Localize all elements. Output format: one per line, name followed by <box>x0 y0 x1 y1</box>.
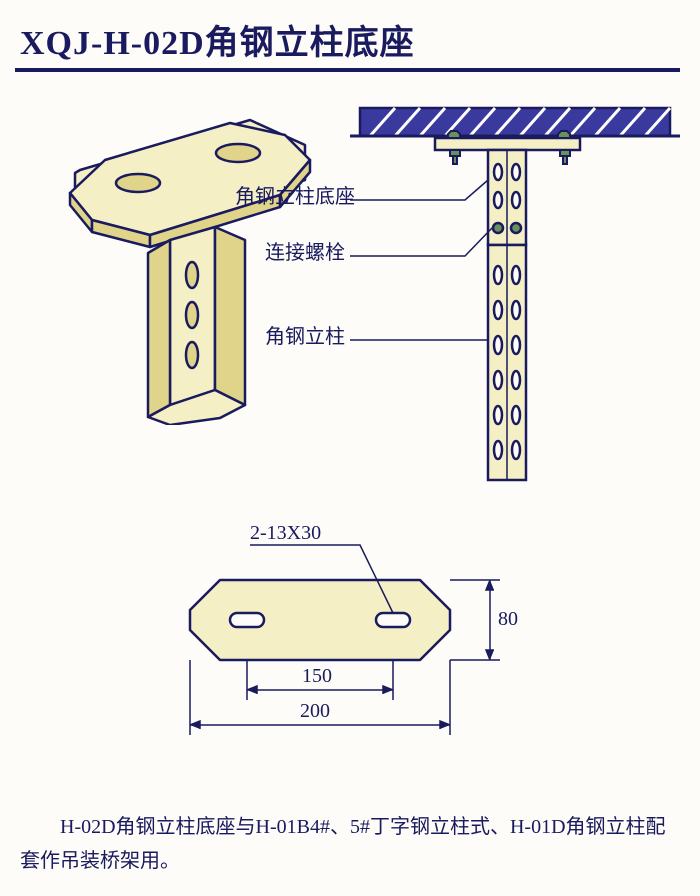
title-underline <box>15 68 680 72</box>
plan-view: 2-13X30 80 150 200 <box>160 500 560 760</box>
dim-80: 80 <box>498 608 518 631</box>
isometric-view <box>20 105 330 425</box>
side-svg <box>350 100 680 500</box>
iso-svg <box>20 105 330 425</box>
callout-bolt: 连接螺栓 <box>265 236 345 265</box>
callout-column: 角钢立柱 <box>265 320 345 349</box>
slot-label: 2-13X30 <box>250 522 321 545</box>
dim-200: 200 <box>300 700 330 723</box>
side-view: 角钢立柱底座 连接螺栓 角钢立柱 <box>350 100 680 470</box>
page-title: XQJ-H-02D角钢立柱底座 <box>20 15 415 64</box>
callout-base: 角钢立柱底座 <box>235 180 355 209</box>
footer-text: H-02D角钢立柱底座与H-01B4#、5#丁字钢立柱式、H-01D角钢立柱配套… <box>20 810 680 878</box>
dim-150: 150 <box>302 665 332 688</box>
